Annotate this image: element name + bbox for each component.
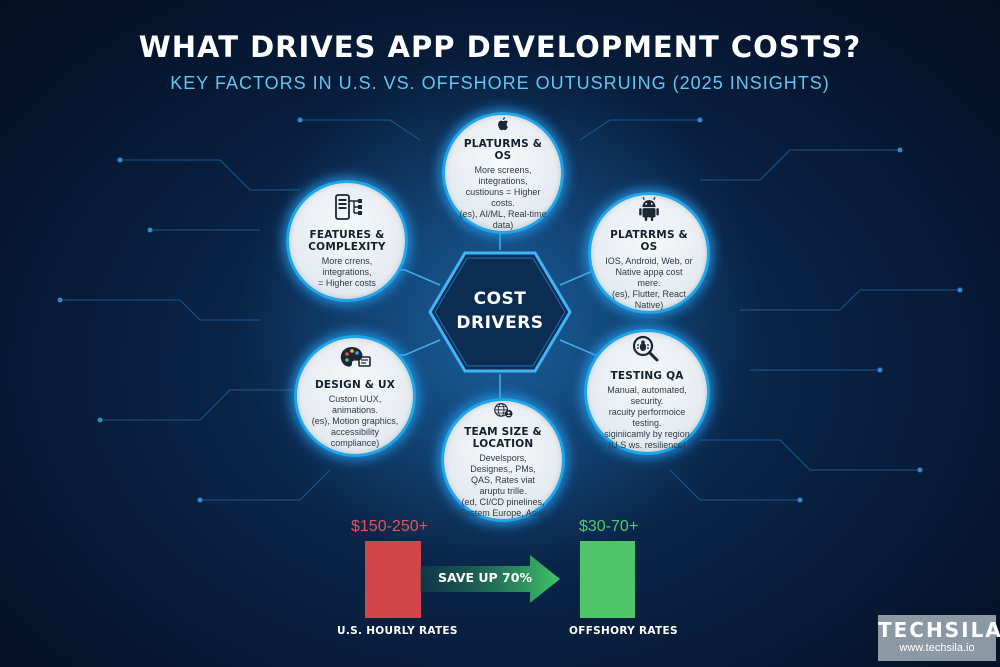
android-icon xyxy=(639,196,659,222)
desc-line: QAS, Rates viat aruptu trille. xyxy=(470,475,536,496)
us-rate-label: U.S. HOURLY RATES xyxy=(337,625,458,637)
desc-line: siginiicamly by region xyxy=(604,428,690,439)
node-description: More screens, integrations, custiouns = … xyxy=(459,165,547,231)
desc-line: = Higher costs xyxy=(318,278,376,288)
desc-line: Native appa̧ cost mere. xyxy=(615,267,683,288)
desc-line: compliance) xyxy=(330,438,380,448)
center-label: COST DRIVERS xyxy=(427,287,573,335)
desc-line: custiouns = Higher costs. xyxy=(465,187,541,208)
node-title: FEATURES & COMPLEXITY xyxy=(308,229,386,253)
offshore-rate-label: OFFSHORY RATES xyxy=(569,625,678,637)
phone-flowchart-icon xyxy=(335,194,362,220)
offshore-rate-bar xyxy=(580,541,635,618)
node-description: Develspors, Designes,, PMs, QAS, Rates v… xyxy=(458,453,548,519)
desc-line: Custon UUX, animations. xyxy=(328,394,382,415)
brand-url: www.techsila.io xyxy=(899,642,975,654)
node-design-ux: DESIGN & UX Custon UUX, animations. (es)… xyxy=(294,335,416,457)
desc-line: (U.S ws. resilience) xyxy=(608,439,686,450)
node-testing-qa: TESTING QA Manual, automated, security. … xyxy=(584,329,710,455)
node-title: TESTING QA xyxy=(610,369,684,382)
node-platforms-os-top: PLATURMS & OS More screens, integrations… xyxy=(442,112,564,234)
globe-person-icon xyxy=(494,402,513,418)
node-description: Manual, automated, security. racuity per… xyxy=(601,385,693,451)
us-rate-value: $150-250+ xyxy=(351,518,428,535)
desc-line: accessibility xyxy=(330,427,379,437)
cost-drivers-hexagon xyxy=(428,251,572,373)
us-rate-bar xyxy=(365,541,421,618)
desc-line: IOS, Android, Web, or xyxy=(605,256,693,266)
apple-icon xyxy=(498,117,508,131)
node-team-size-location: TEAM SIZE & LOCATION Develspors, Designe… xyxy=(441,398,565,522)
node-title: PLATRRMS & OS xyxy=(610,229,688,253)
node-description: Custon UUX, animations. (es), Motion gra… xyxy=(311,394,399,449)
node-platforms-os-right: PLATRRMS & OS IOS, Android, Web, or Nati… xyxy=(588,192,710,314)
desc-line: Develspors, Designes,, PMs, xyxy=(470,453,536,474)
center-label-line2: DRIVERS xyxy=(456,313,544,333)
brand-logo: TECHSILA www.techsila.io xyxy=(878,615,1000,661)
desc-line: racuity performoice testing. xyxy=(608,406,686,428)
desc-line: (es), AI/ML, Real-time data) xyxy=(459,209,547,230)
page-title: WHAT DRIVES APP DEVELOPMENT COSTS? xyxy=(138,30,862,64)
node-description: More crrens, integrations, = Higher cost… xyxy=(303,256,391,289)
desc-line: Manual, automated, security. xyxy=(607,384,687,406)
node-title: TEAM SIZE & LOCATION xyxy=(464,426,542,450)
magnifier-bug-icon xyxy=(632,335,659,361)
center-label-line1: COST xyxy=(473,289,527,309)
savings-label: SAVE UP 70% xyxy=(438,570,532,585)
desc-line: More screens, integrations, xyxy=(474,165,532,186)
desc-line: Esstem Europe, Asia) xyxy=(459,508,547,518)
node-title: PLATURMS & OS xyxy=(463,138,543,162)
offshore-rate-value: $30-70+ xyxy=(579,518,639,535)
page-subtitle: KEY FACTORS IN U.S. VS. OFFSHORE OUTUSRU… xyxy=(170,73,830,93)
savings-arrow xyxy=(420,555,560,603)
node-features-complexity: FEATURES & COMPLEXITY More crrens, integ… xyxy=(286,180,408,302)
desc-line: (es), Motion graphics, xyxy=(311,416,399,426)
desc-line: (es), Flutter, React Native) xyxy=(611,289,687,310)
palette-icon xyxy=(340,347,371,367)
node-description: IOS, Android, Web, or Native appa̧ cost … xyxy=(605,256,693,311)
desc-line: (ed, CI/CD pinelines, xyxy=(461,497,545,507)
desc-line: More crrens, integrations, xyxy=(321,256,373,277)
brand-name: TECHSILA xyxy=(878,618,1000,642)
node-title: DESIGN & UX xyxy=(314,379,396,391)
